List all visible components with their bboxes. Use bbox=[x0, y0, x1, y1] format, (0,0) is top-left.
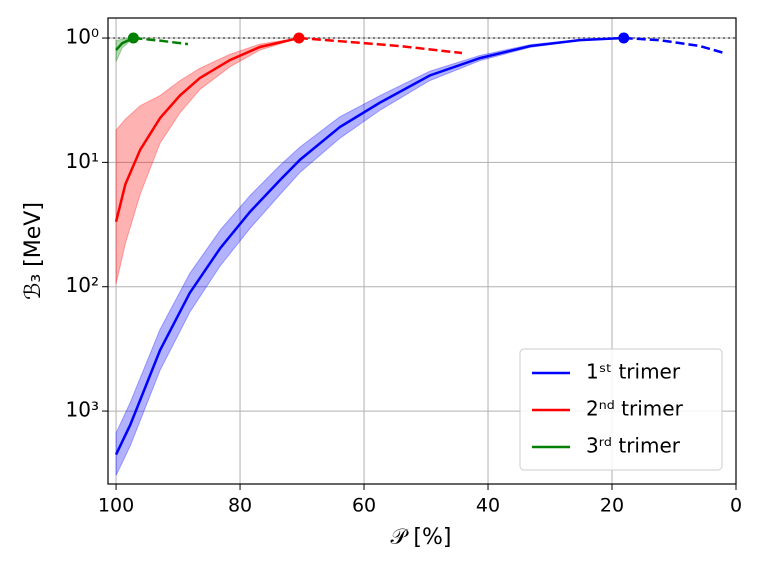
legend-box bbox=[519, 348, 723, 471]
peak-marker bbox=[618, 32, 630, 44]
legend-label: 1ˢᵗ trimer bbox=[586, 360, 681, 384]
x-tick-label: 40 bbox=[476, 495, 500, 517]
y-tick-label: 10⁰ bbox=[66, 25, 99, 49]
x-tick-label: 80 bbox=[228, 495, 252, 517]
extrapolation-line bbox=[623, 36, 725, 55]
y-tick-label: 10² bbox=[66, 273, 99, 297]
plot-frame bbox=[107, 17, 737, 485]
extrapolation-line bbox=[298, 36, 463, 55]
peak-marker bbox=[293, 32, 305, 44]
y-tick-label: 10¹ bbox=[66, 149, 99, 173]
legend-label: 3ʳᵈ trimer bbox=[586, 434, 681, 458]
confidence-band bbox=[115, 37, 300, 285]
peak-marker bbox=[127, 32, 139, 44]
line bbox=[114, 36, 300, 223]
line bbox=[114, 36, 624, 456]
legend-label: 2ⁿᵈ trimer bbox=[586, 397, 684, 421]
extrapolation-line bbox=[133, 36, 189, 46]
x-tick-label: 100 bbox=[98, 495, 134, 517]
x-tick-label: 20 bbox=[600, 495, 624, 517]
y-axis-label: ℬ₃ [MeV] bbox=[21, 202, 46, 300]
x-tick-label: 0 bbox=[730, 495, 742, 517]
y-tick-label: 10³ bbox=[66, 398, 99, 422]
x-axis-label: 𝒫 [%] bbox=[391, 525, 452, 550]
x-tick-label: 60 bbox=[352, 495, 376, 517]
